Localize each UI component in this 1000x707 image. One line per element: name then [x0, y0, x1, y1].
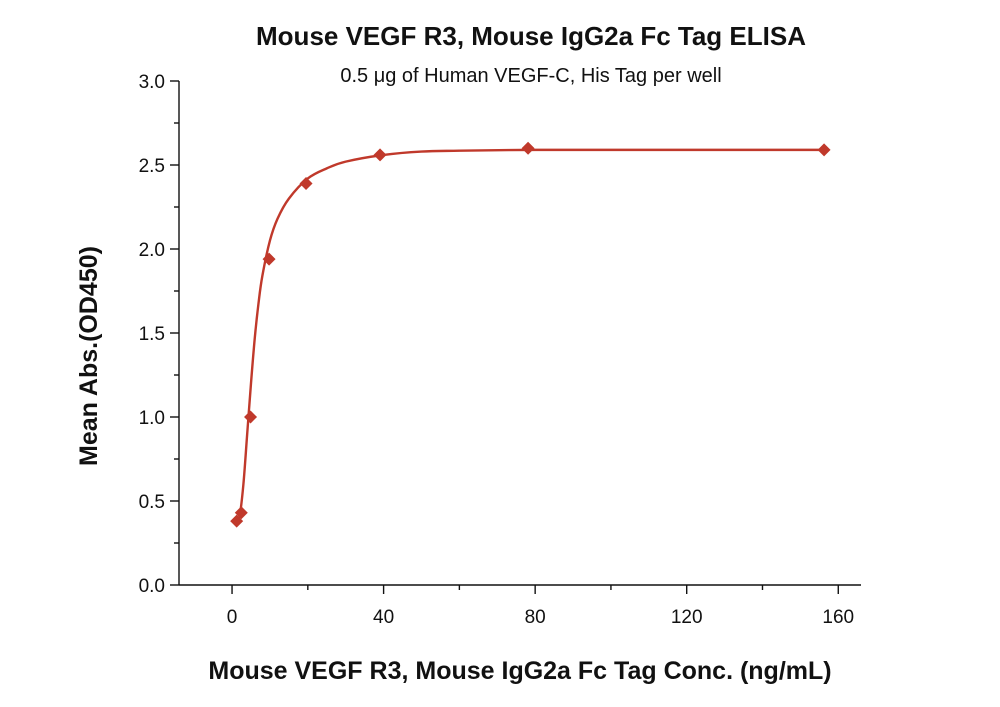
fit-curves [234, 148, 825, 526]
y-tick-label: 2.5 [139, 156, 165, 177]
fit-curve-line [234, 148, 825, 526]
y-tick-label: 3.0 [139, 72, 165, 93]
data-point-diamond [521, 141, 535, 155]
y-tick-label: 0.0 [139, 576, 165, 597]
x-tick-label: 40 [373, 607, 394, 628]
data-point-diamond [230, 514, 244, 528]
y-axis-label: Mean Abs.(OD450) [75, 246, 103, 466]
data-point-diamond [373, 148, 387, 162]
data-points [230, 141, 831, 528]
x-tick-label: 160 [822, 607, 854, 628]
data-point-diamond [299, 176, 313, 190]
x-axis-label: Mouse VEGF R3, Mouse IgG2a Fc Tag Conc. … [208, 657, 831, 685]
axes [178, 81, 861, 586]
data-point-diamond [234, 506, 248, 520]
x-tick-label: 80 [525, 607, 546, 628]
chart-subtitle: 0.5 μg of Human VEGF-C, His Tag per well [340, 65, 721, 87]
y-tick-label: 1.5 [139, 324, 165, 345]
data-point-diamond [262, 252, 276, 266]
data-point-diamond [817, 143, 831, 157]
y-tick-label: 2.0 [139, 240, 165, 261]
y-tick-label: 0.5 [139, 492, 165, 513]
data-point-diamond [244, 410, 258, 424]
axis-ticks: 0.0 0.5 1.0 1.5 2.0 2.5 3.0 0 40 80 120 160 [139, 72, 855, 628]
x-tick-label: 0 [227, 607, 238, 628]
chart-title: Mouse VEGF R3, Mouse IgG2a Fc Tag ELISA [256, 21, 806, 51]
x-tick-label: 120 [671, 607, 703, 628]
y-tick-label: 1.0 [139, 408, 165, 429]
